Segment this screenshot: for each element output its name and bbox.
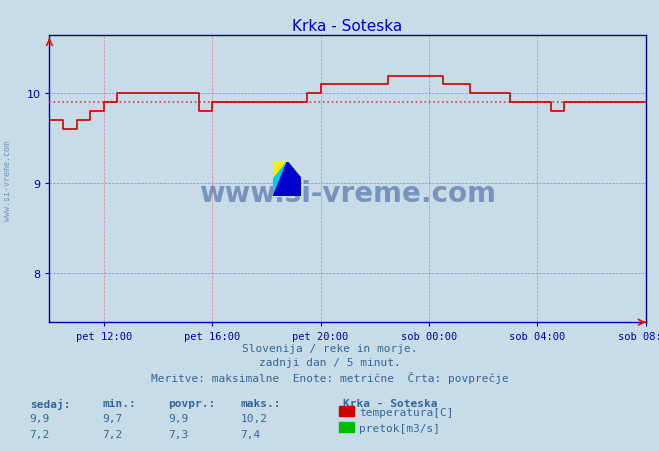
- Text: 9,7: 9,7: [102, 414, 123, 423]
- Polygon shape: [273, 162, 301, 196]
- Polygon shape: [273, 162, 287, 179]
- Text: temperatura[C]: temperatura[C]: [359, 407, 453, 417]
- Text: 7,2: 7,2: [30, 429, 50, 439]
- Text: Slovenija / reke in morje.: Slovenija / reke in morje.: [242, 344, 417, 354]
- Text: zadnji dan / 5 minut.: zadnji dan / 5 minut.: [258, 357, 401, 367]
- Title: Krka - Soteska: Krka - Soteska: [293, 18, 403, 33]
- Text: povpr.:: povpr.:: [168, 398, 215, 408]
- Text: Krka - Soteska: Krka - Soteska: [343, 398, 437, 408]
- Text: sedaj:: sedaj:: [30, 398, 70, 409]
- Polygon shape: [273, 162, 301, 196]
- Text: Meritve: maksimalne  Enote: metrične  Črta: povprečje: Meritve: maksimalne Enote: metrične Črta…: [151, 371, 508, 383]
- Text: www.si-vreme.com: www.si-vreme.com: [3, 141, 13, 220]
- Text: 9,9: 9,9: [30, 414, 50, 423]
- Text: 7,4: 7,4: [241, 429, 261, 439]
- Text: 7,3: 7,3: [168, 429, 188, 439]
- Polygon shape: [273, 162, 301, 179]
- Text: pretok[m3/s]: pretok[m3/s]: [359, 423, 440, 433]
- Text: min.:: min.:: [102, 398, 136, 408]
- Text: maks.:: maks.:: [241, 398, 281, 408]
- Text: www.si-vreme.com: www.si-vreme.com: [199, 179, 496, 207]
- Text: 9,9: 9,9: [168, 414, 188, 423]
- Text: 10,2: 10,2: [241, 414, 268, 423]
- Text: 7,2: 7,2: [102, 429, 123, 439]
